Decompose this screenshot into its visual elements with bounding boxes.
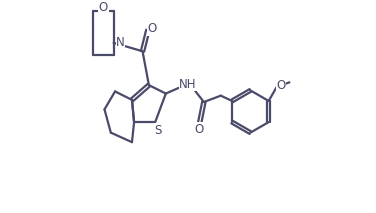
Text: N: N xyxy=(116,36,125,49)
Text: NH: NH xyxy=(179,78,197,91)
Text: O: O xyxy=(148,22,157,35)
Text: O: O xyxy=(194,122,203,135)
Text: S: S xyxy=(155,124,162,137)
Text: O: O xyxy=(99,1,108,14)
Text: O: O xyxy=(276,79,285,92)
